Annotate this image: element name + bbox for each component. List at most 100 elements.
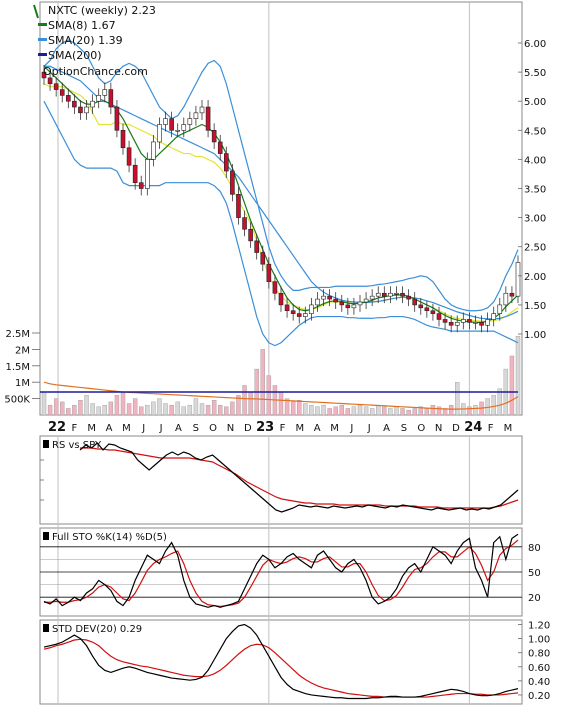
candle-body: [145, 159, 150, 189]
candle-body: [157, 124, 162, 143]
volume-bar: [309, 404, 314, 416]
price-tick-label: 2.00: [524, 272, 546, 283]
candle-body: [138, 182, 144, 189]
candle-body: [467, 319, 472, 323]
candle-body: [96, 95, 101, 102]
volume-bar: [455, 382, 460, 416]
candle-body: [47, 77, 53, 85]
price-tick-label: 2.50: [524, 243, 546, 254]
candle-body: [181, 124, 187, 131]
candle-body: [515, 262, 521, 297]
volume-bar: [78, 400, 83, 416]
candle-body: [278, 292, 284, 306]
candle-body: [388, 292, 393, 297]
price-tick-label: 4.50: [524, 126, 546, 137]
volume-bar: [260, 349, 265, 416]
volume-bar: [369, 408, 375, 416]
volume-bar: [297, 400, 302, 416]
candle-body: [290, 310, 296, 314]
volume-bar: [266, 375, 272, 416]
candle-body: [53, 83, 59, 90]
candle-body: [242, 217, 247, 230]
std-tick-label: 0.60: [528, 663, 550, 674]
x-tick-label: A: [314, 423, 321, 434]
x-tick-label: F: [280, 423, 286, 434]
x-tick-label: A: [175, 423, 182, 434]
x-tick-label: A: [383, 423, 390, 434]
volume-bar: [126, 403, 132, 416]
x-tick-label: 22: [48, 420, 66, 435]
std-tick-label: 0.20: [528, 691, 550, 702]
sma8-swatch: [38, 23, 47, 26]
candle-body: [363, 298, 369, 303]
candle-body: [230, 170, 235, 195]
candle-body: [224, 153, 229, 172]
candle-body: [217, 141, 223, 154]
rs-label-marker: [43, 440, 49, 448]
sma20-swatch: [38, 38, 47, 41]
candle-body: [357, 301, 363, 306]
candle-body: [187, 118, 193, 125]
volume-bar: [66, 408, 71, 416]
sto-tick-label: 80: [528, 543, 541, 554]
sto-k-line: [43, 533, 519, 608]
volume-tick-label: 1.5M: [5, 362, 30, 373]
price-tick-label: 6.00: [524, 39, 546, 50]
price-axis: 6.00 5.50 5.00 4.50 4.00 3.50 3.00 2.50 2.00 1.50…: [518, 39, 546, 341]
price-panel-frame: [39, 1, 523, 416]
candle-body: [454, 322, 460, 326]
std-line: [43, 623, 519, 700]
candle-body: [151, 141, 156, 160]
volume-bar: [242, 385, 247, 416]
volume-tick-label: 2M: [15, 345, 30, 356]
candle-body: [509, 292, 515, 297]
volume-bar: [248, 391, 253, 416]
candle-body: [72, 100, 77, 108]
x-tick-label: N: [435, 423, 442, 434]
candle-body: [163, 118, 168, 125]
candle-body: [303, 313, 308, 317]
volume-bar: [132, 398, 138, 416]
candle-body: [436, 313, 442, 320]
volume-bar: [376, 404, 381, 416]
volume-bar: [175, 401, 180, 416]
volume-bar: [351, 406, 357, 416]
candle-body: [169, 118, 174, 131]
legend-ticker: NXTC (weekly) 2.23: [48, 4, 156, 17]
volume-bar: [339, 404, 344, 416]
volume-bar: [199, 403, 205, 416]
x-tick-label: M: [87, 423, 96, 434]
legend-sma8: SMA(8) 1.67: [48, 19, 116, 32]
volume-bar: [278, 391, 284, 416]
candle-body: [400, 292, 405, 297]
volume-bar: [448, 404, 454, 416]
candle-body: [84, 106, 89, 114]
volume-bar: [108, 401, 114, 416]
candle-body: [473, 322, 478, 324]
volume-bar: [357, 404, 363, 416]
volume-bar: [363, 406, 369, 416]
sma200-swatch: [38, 53, 47, 56]
volume-layer: [40, 336, 521, 416]
candle-body: [211, 130, 217, 143]
price-tick-label: 5.00: [524, 97, 546, 108]
std-tick-label: 1.00: [528, 635, 550, 646]
std-average-line: [43, 638, 519, 698]
x-tick-label: 23: [256, 420, 274, 435]
candle-body: [497, 304, 503, 314]
candle-body: [418, 304, 424, 309]
volume-bar: [424, 408, 430, 416]
std-label: STD DEV(20) 0.29: [52, 624, 142, 635]
candle-body: [479, 322, 484, 326]
volume-bar: [412, 408, 417, 416]
candle-body: [132, 164, 138, 183]
volume-bar: [491, 395, 496, 416]
volume-bar: [47, 404, 53, 416]
volume-bar: [406, 409, 411, 416]
volume-bar: [157, 398, 162, 416]
candle-body: [315, 298, 320, 306]
volume-bar: [193, 398, 199, 416]
volume-bar: [515, 336, 521, 416]
